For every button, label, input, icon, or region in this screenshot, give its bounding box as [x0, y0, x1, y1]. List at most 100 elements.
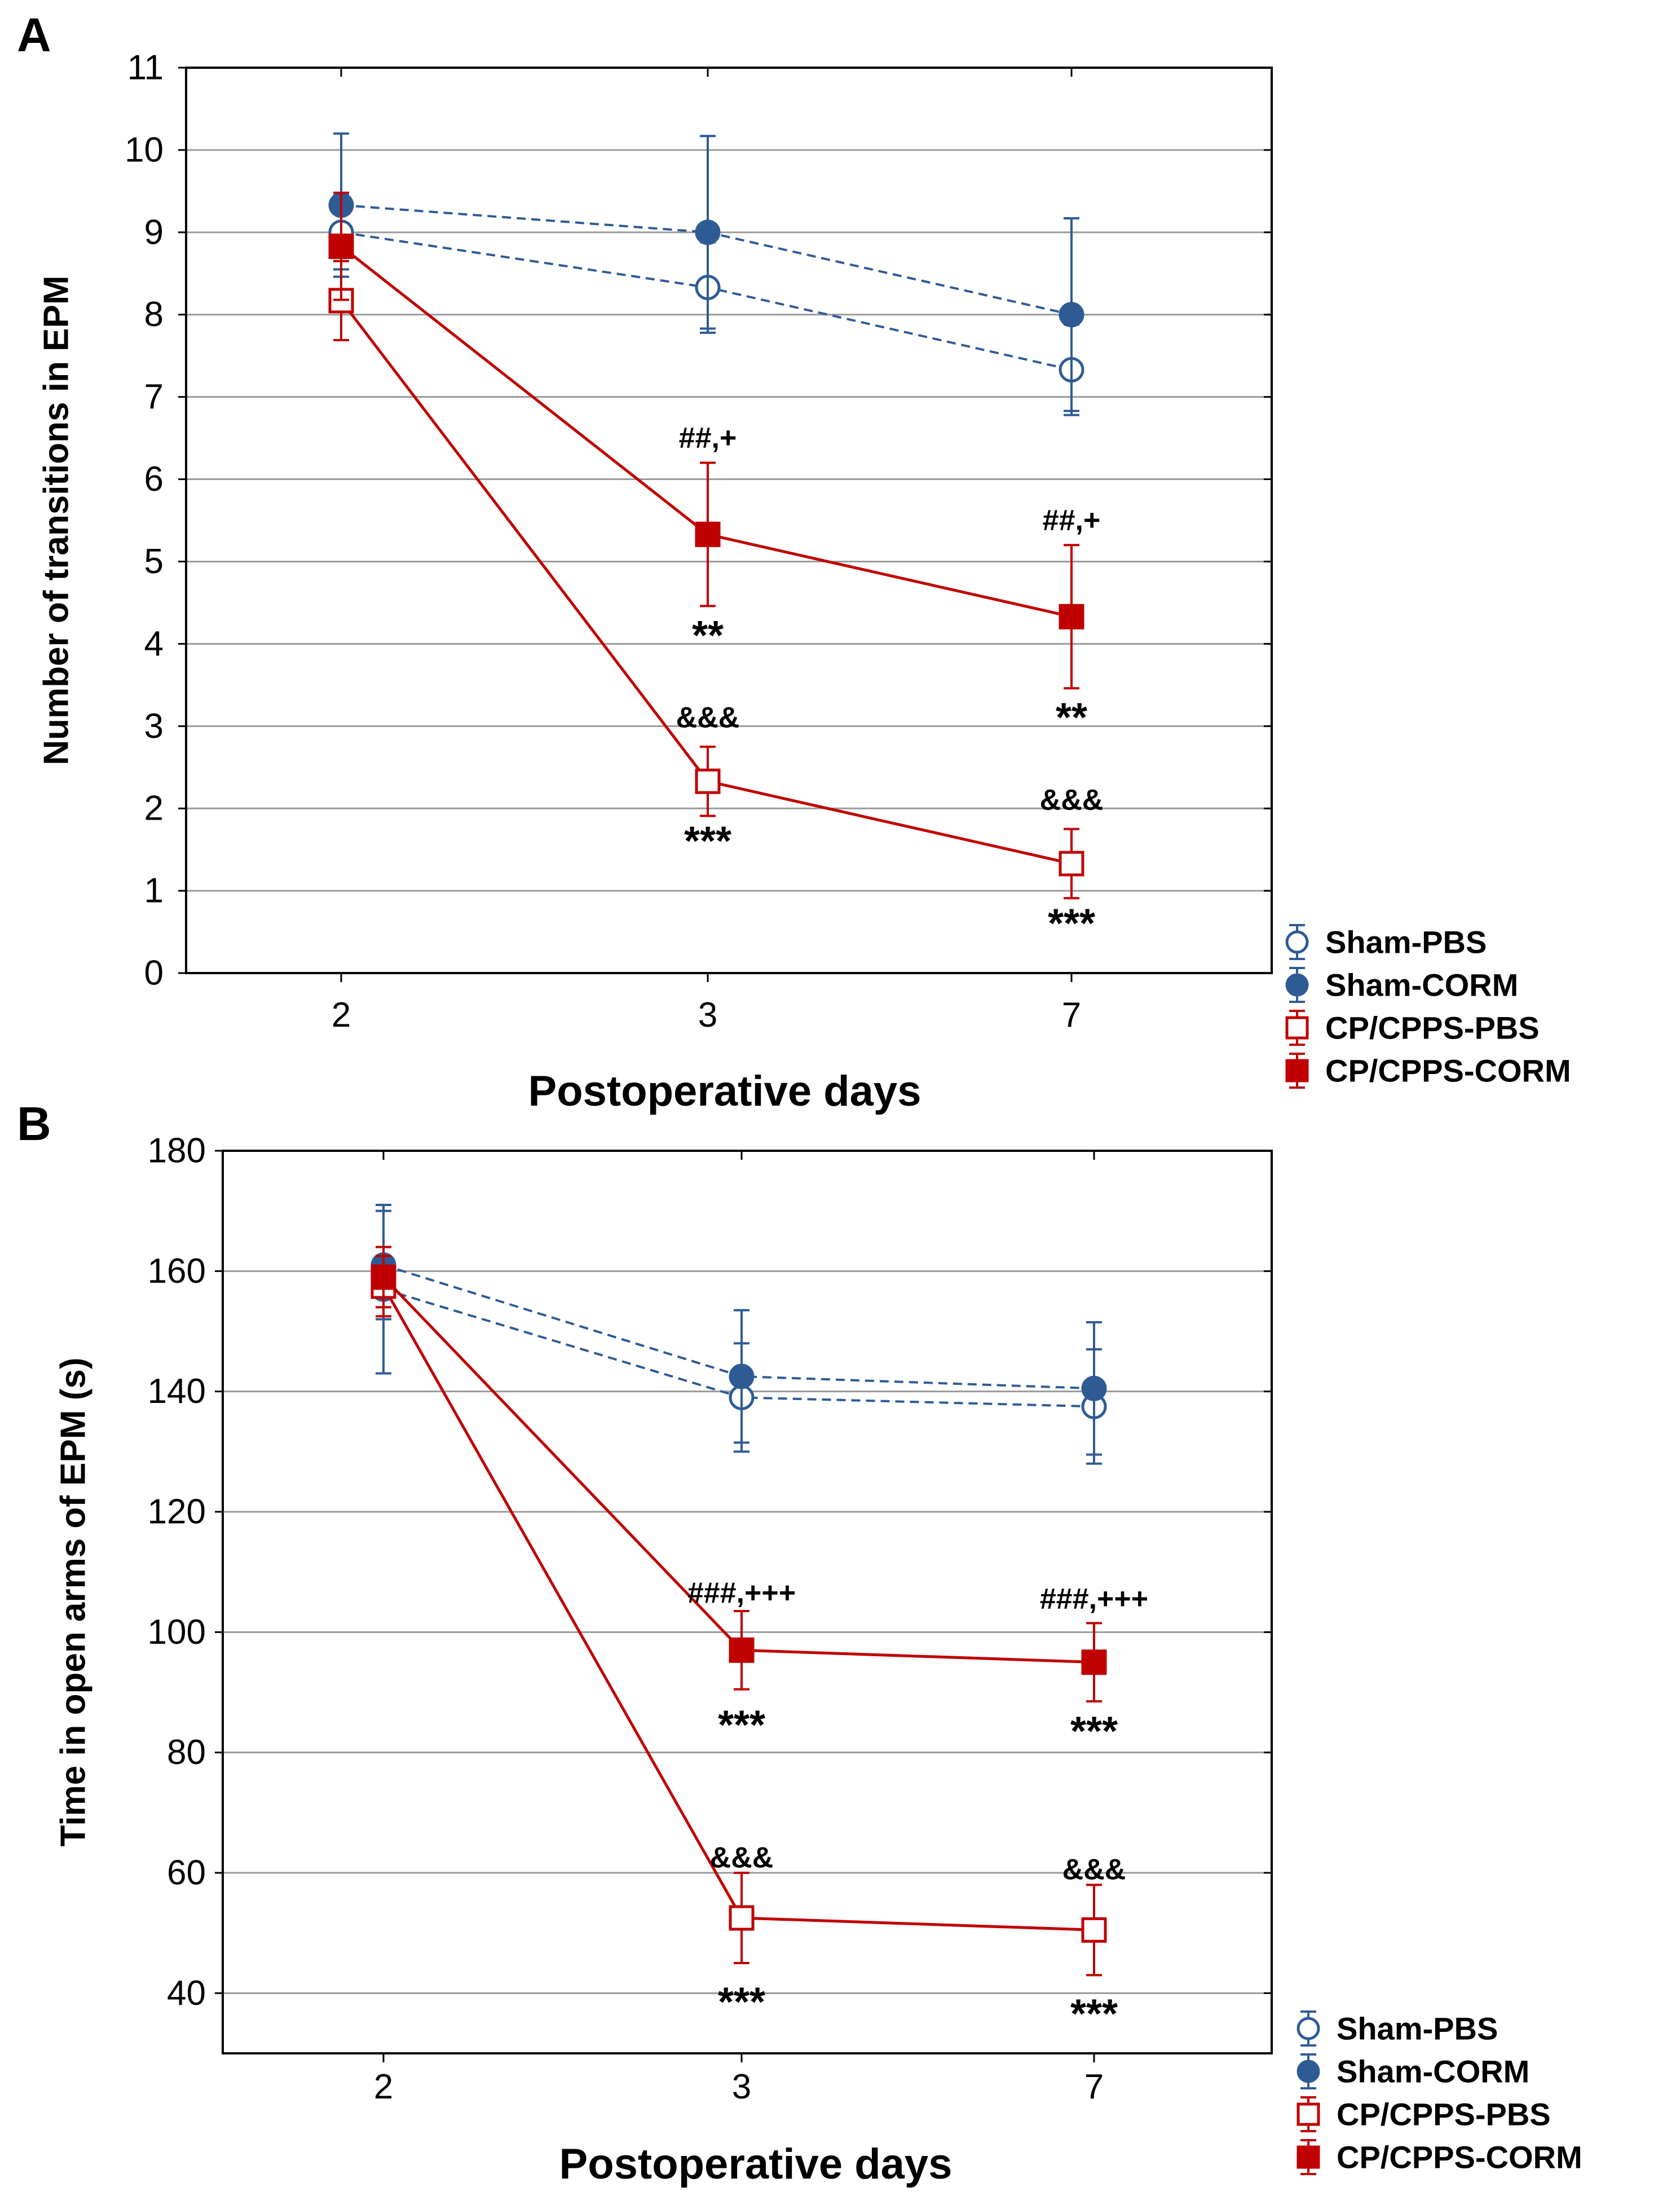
legend-marker: [1285, 1016, 1309, 1040]
legend-item: CP/CPPS-PBS: [1285, 1010, 1540, 1046]
x-tick-label: 7: [1062, 996, 1081, 1035]
legend-label: Sham-PBS: [1337, 2011, 1498, 2047]
data-point: [1081, 1917, 1107, 1943]
data-point: [328, 234, 354, 259]
data-point: [1059, 604, 1084, 630]
legend-label: CP/CPPS-CORM: [1337, 2140, 1582, 2175]
significance-label: ##,+: [679, 422, 737, 455]
data-point: [371, 1264, 396, 1290]
significance-label: &&&: [676, 702, 740, 734]
y-tick-label: 0: [144, 954, 164, 993]
legend-marker: [1285, 1059, 1309, 1083]
legend-label: CP/CPPS-PBS: [1337, 2097, 1551, 2132]
y-axis-label: Time in open arms of EPM (s): [54, 1357, 93, 1846]
x-tick-label: 2: [332, 996, 351, 1035]
legend-label: Sham-PBS: [1325, 925, 1487, 960]
legend-marker: [1297, 2060, 1320, 2083]
y-tick-label: 100: [148, 1613, 206, 1652]
significance-label: &&&: [1062, 1854, 1126, 1886]
y-tick-label: 80: [167, 1733, 206, 1772]
y-tick-label: 60: [167, 1854, 206, 1893]
legend-label: Sham-CORM: [1325, 967, 1518, 1003]
data-point: [1059, 851, 1084, 877]
data-point: [695, 768, 721, 794]
y-tick-label: 1: [144, 872, 164, 910]
legend: Sham-PBS Sham-CORM CP/CPPS-PBS CP/CPPS-CORM: [1285, 924, 1571, 1089]
significance-label: ***: [718, 1979, 765, 2025]
series-cp-cpps-pbs: [328, 259, 1084, 900]
legend: Sham-PBS Sham-CORM CP/CPPS-PBS CP/CPPS-CORM: [1297, 2010, 1582, 2175]
series-sham-pbs: [371, 1204, 1107, 1465]
series-cp-cpps-corm: [328, 191, 1084, 690]
legend-item: Sham-PBS: [1285, 924, 1487, 960]
legend-label: Sham-CORM: [1337, 2054, 1529, 2089]
legend-marker: [1297, 2145, 1320, 2169]
series-sham-corm: [328, 132, 1084, 412]
data-point: [1059, 302, 1084, 328]
data-point: [729, 1637, 755, 1663]
chart-panel-b: B 40 60 80 100 120 140 160 180 2 3 7 Postoperative d…: [17, 1097, 1582, 2188]
significance-label: ***: [684, 819, 731, 864]
x-axis-label: Postoperative days: [528, 1067, 921, 1115]
data-point: [729, 1905, 755, 1931]
x-tick-label: 7: [1084, 2067, 1104, 2106]
significance-label: ***: [1070, 1709, 1118, 1754]
series-line: [341, 231, 1072, 371]
plot-frame: [222, 1150, 1273, 2054]
significance-label: ***: [1048, 901, 1095, 946]
y-tick-label: 4: [144, 624, 164, 663]
y-tick-label: 9: [144, 213, 164, 252]
data-point: [1081, 1649, 1107, 1675]
y-axis-label: Number of transitions in EPM: [37, 275, 76, 765]
panel-label: B: [17, 1097, 51, 1150]
y-tick-label: 3: [144, 707, 164, 746]
y-tick-label: 180: [148, 1132, 206, 1171]
y-tick-label: 2: [144, 789, 164, 828]
significance-label: ###,+++: [1040, 1583, 1148, 1616]
y-tick-label: 8: [144, 295, 164, 334]
legend-item: CP/CPPS-CORM: [1285, 1053, 1571, 1089]
legend-item: Sham-CORM: [1297, 2053, 1529, 2089]
data-point: [1081, 1375, 1107, 1401]
y-tick-label: 6: [144, 460, 164, 499]
y-tick-label: 7: [144, 377, 164, 416]
legend-item: CP/CPPS-CORM: [1297, 2139, 1582, 2175]
significance-label: ***: [718, 1703, 765, 1748]
significance-label: &&&: [710, 1841, 774, 1874]
legend-marker: [1297, 2102, 1320, 2126]
legend-label: CP/CPPS-PBS: [1325, 1010, 1540, 1046]
data-point: [695, 219, 721, 245]
series-cp-cpps-corm: [371, 1246, 1107, 1702]
y-tick-label: 120: [148, 1493, 206, 1532]
y-tick-label: 160: [148, 1252, 206, 1291]
y-tick-label: 10: [125, 130, 164, 169]
x-tick-label: 3: [732, 2067, 751, 2106]
x-axis-label: Postoperative days: [559, 2140, 953, 2188]
legend-marker: [1285, 930, 1309, 954]
legend-item: Sham-PBS: [1297, 2010, 1498, 2047]
legend-marker: [1297, 2017, 1320, 2040]
plot-frame: [185, 67, 1273, 974]
legend-label: CP/CPPS-CORM: [1325, 1053, 1571, 1089]
chart-panel-a: A 0 1 2 3 4 5 6 7 8 9 10 11 2 3 7 Postoperative days Numb…: [17, 8, 1571, 1115]
panel-label: A: [17, 8, 51, 61]
x-tick-label: 3: [698, 996, 717, 1035]
y-tick-label: 11: [127, 49, 164, 87]
x-tick-label: 2: [374, 2067, 393, 2106]
significance-label: ##,+: [1043, 504, 1101, 537]
significance-label: ###,+++: [687, 1577, 796, 1609]
significance-label: ***: [1070, 1992, 1118, 2037]
y-tick-label: 5: [144, 542, 164, 581]
legend-marker: [1285, 973, 1309, 997]
data-point: [695, 521, 721, 547]
y-tick-label: 40: [167, 1974, 206, 2013]
series-sham-corm: [371, 1209, 1107, 1456]
data-point: [729, 1363, 755, 1389]
significance-label: **: [1056, 696, 1087, 741]
legend-item: CP/CPPS-PBS: [1297, 2096, 1551, 2132]
y-tick-label: 140: [148, 1372, 206, 1411]
significance-label: &&&: [1040, 784, 1104, 817]
legend-item: Sham-CORM: [1285, 967, 1518, 1003]
